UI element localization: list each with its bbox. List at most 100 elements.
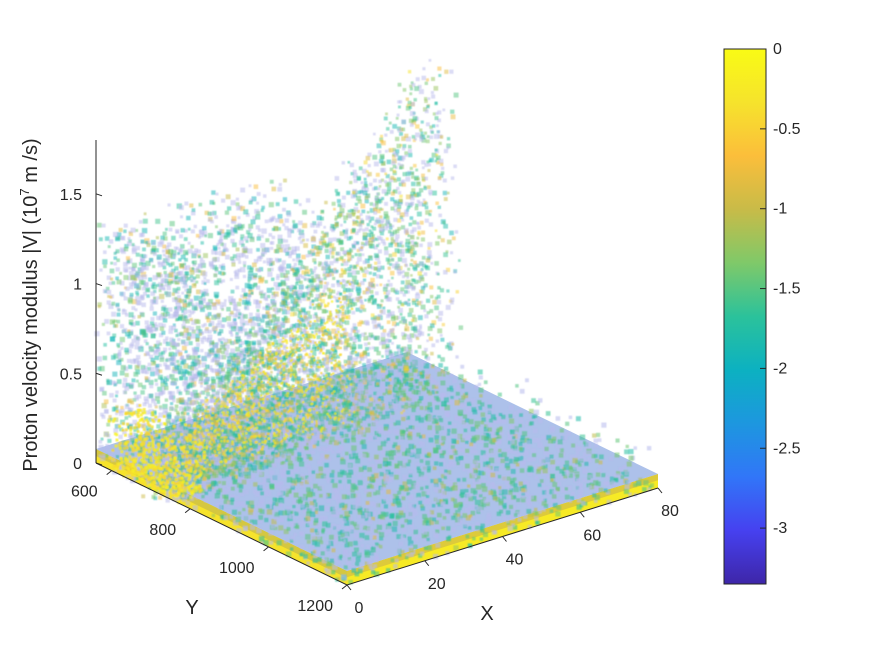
velocity-point (252, 460, 257, 465)
velocity-point (367, 519, 373, 525)
velocity-point (275, 498, 280, 503)
velocity-point (305, 449, 310, 454)
velocity-point (305, 503, 310, 508)
velocity-point (198, 447, 202, 452)
velocity-point (219, 305, 224, 310)
velocity-point (285, 493, 289, 497)
velocity-point (158, 316, 163, 321)
velocity-point (398, 510, 404, 516)
velocity-point (169, 395, 174, 400)
velocity-point (381, 408, 388, 414)
velocity-point (404, 376, 410, 382)
velocity-point (248, 200, 253, 205)
velocity-point (195, 233, 200, 238)
velocity-point (211, 392, 217, 397)
velocity-point (337, 394, 342, 399)
velocity-point (275, 353, 281, 359)
velocity-point (320, 453, 325, 457)
velocity-point (507, 432, 511, 436)
velocity-point (331, 495, 337, 500)
velocity-point (170, 381, 174, 386)
velocity-point (127, 358, 132, 363)
velocity-point (401, 430, 406, 434)
velocity-point (187, 277, 191, 281)
velocity-point (559, 448, 564, 453)
velocity-point (376, 524, 382, 530)
velocity-point (171, 292, 175, 296)
velocity-point (449, 455, 453, 459)
velocity-point (207, 211, 212, 216)
velocity-point (496, 457, 501, 463)
velocity-point (270, 218, 275, 222)
velocity-point (244, 320, 250, 326)
velocity-point (375, 542, 379, 547)
velocity-point (569, 454, 575, 460)
velocity-point (276, 540, 282, 546)
velocity-point (264, 247, 271, 253)
velocity-point (326, 479, 331, 484)
velocity-point (392, 520, 398, 526)
velocity-point (117, 356, 121, 360)
velocity-point (360, 544, 364, 548)
velocity-point (364, 512, 371, 519)
velocity-point (358, 418, 363, 424)
velocity-point (147, 367, 151, 371)
velocity-point (305, 198, 311, 203)
velocity-point (162, 277, 168, 283)
velocity-point (316, 215, 322, 221)
velocity-point (375, 401, 380, 405)
velocity-point (129, 292, 134, 297)
velocity-point (347, 492, 351, 496)
velocity-point (336, 421, 341, 426)
velocity-point (112, 371, 118, 377)
velocity-point (330, 523, 336, 529)
velocity-point (160, 278, 164, 282)
velocity-point (499, 426, 503, 430)
velocity-point (522, 431, 528, 437)
velocity-point (435, 369, 439, 373)
velocity-point (221, 279, 225, 283)
velocity-point (445, 509, 450, 514)
velocity-point (223, 491, 227, 495)
velocity-point (304, 479, 309, 485)
velocity-point (365, 387, 371, 392)
velocity-point (232, 254, 237, 259)
velocity-point (136, 284, 140, 288)
velocity-point (418, 417, 424, 423)
velocity-point (231, 509, 238, 515)
velocity-point (457, 506, 462, 510)
velocity-point (410, 544, 414, 549)
velocity-point (169, 361, 174, 365)
velocity-point (253, 259, 259, 264)
velocity-point (520, 497, 526, 503)
velocity-point (396, 449, 401, 454)
velocity-point (184, 350, 188, 354)
velocity-point (209, 457, 215, 462)
velocity-point (162, 403, 168, 410)
velocity-point (395, 445, 401, 450)
velocity-point (240, 234, 245, 239)
velocity-point (544, 456, 550, 462)
velocity-point (163, 350, 167, 354)
velocity-point (614, 452, 620, 458)
velocity-point (605, 481, 609, 485)
velocity-point (179, 331, 185, 336)
velocity-point (238, 313, 244, 319)
velocity-point (254, 448, 260, 454)
velocity-point (225, 248, 229, 252)
velocity-point (365, 503, 370, 508)
velocity-point (435, 425, 441, 431)
velocity-point (226, 229, 232, 235)
velocity-point (370, 476, 376, 482)
velocity-point (164, 385, 169, 391)
velocity-point (497, 474, 502, 479)
velocity-point (441, 523, 445, 527)
velocity-point (172, 323, 176, 327)
velocity-point (272, 502, 276, 506)
velocity-point (462, 468, 466, 472)
velocity-point (571, 443, 576, 448)
velocity-point (186, 385, 190, 389)
velocity-point (411, 527, 416, 532)
velocity-point (233, 380, 238, 386)
velocity-point (235, 516, 242, 523)
